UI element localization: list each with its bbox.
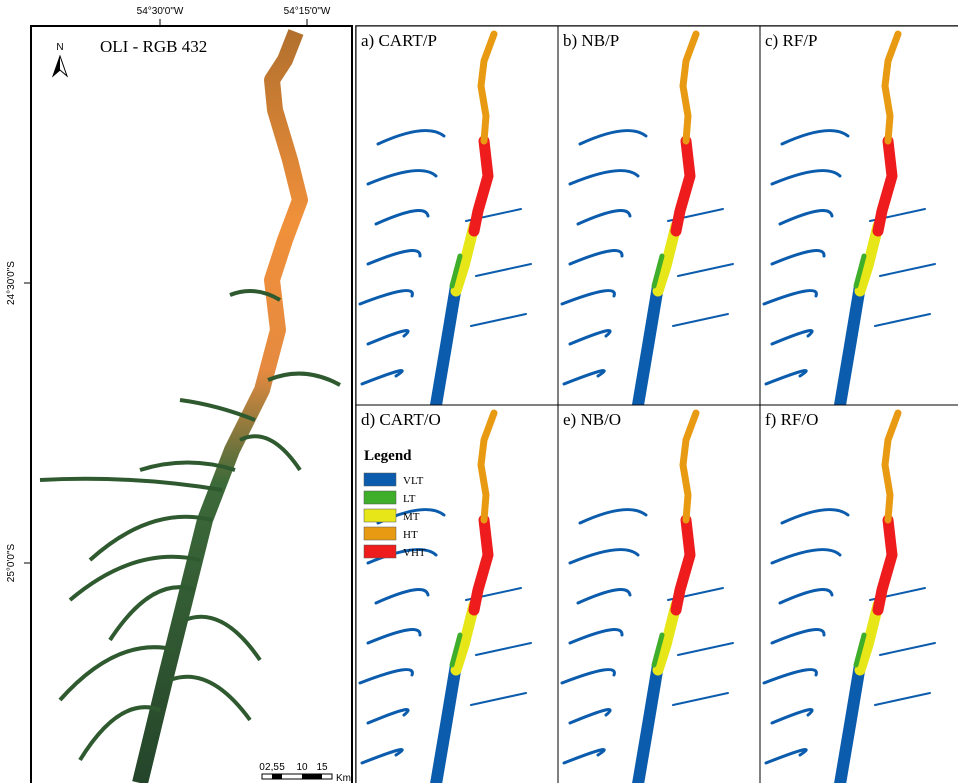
panel-label: c) RF/P — [765, 31, 817, 50]
scale-bar-seg — [272, 774, 282, 779]
figure: OLI - RGB 432 N 54°30'0"W 54°15'0"W 24°30'… — [0, 0, 958, 783]
map-panel: b) NB/P — [558, 26, 760, 405]
main-title: OLI - RGB 432 — [100, 37, 207, 56]
longitude-label: 54°30'0"W — [137, 6, 184, 17]
legend-label: HT — [403, 529, 418, 541]
legend-title: Legend — [364, 448, 412, 464]
legend-swatch — [364, 527, 396, 540]
map-panel: f) RF/O — [760, 405, 958, 783]
panel-label: e) NB/O — [563, 410, 621, 429]
latitude-label: 24°30'0"S — [6, 261, 17, 305]
panel-label: a) CART/P — [361, 31, 437, 50]
main-frame — [31, 26, 352, 783]
legend-swatch — [364, 509, 396, 522]
scale-bar-seg — [302, 774, 322, 779]
scale-tick: 2,5 — [265, 762, 279, 773]
legend-label: VLT — [403, 475, 424, 487]
scale-tick: 5 — [279, 762, 285, 773]
legend-swatch — [364, 473, 396, 486]
panel-frame — [760, 26, 958, 405]
scale-tick: 10 — [296, 762, 308, 773]
map-panel: a) CART/P — [356, 26, 558, 405]
map-panel: c) RF/P — [760, 26, 958, 405]
legend-swatch — [364, 545, 396, 558]
panel-label: b) NB/P — [563, 31, 619, 50]
scale-tick: 15 — [316, 762, 328, 773]
legend-label: MT — [403, 511, 420, 523]
panel-frame — [558, 26, 760, 405]
legend-label: VHT — [403, 547, 426, 559]
panel-frame — [356, 26, 558, 405]
legend-label: LT — [403, 493, 416, 505]
panel-label: f) RF/O — [765, 410, 818, 429]
panel-label: d) CART/O — [361, 410, 441, 429]
legend-swatch — [364, 491, 396, 504]
north-label: N — [56, 42, 63, 53]
panel-frame — [558, 405, 760, 783]
map-panel: e) NB/O — [558, 405, 760, 783]
longitude-label: 54°15'0"W — [284, 6, 331, 17]
panel-frame — [760, 405, 958, 783]
scale-unit: Km — [336, 773, 351, 783]
latitude-label: 25°0'0"S — [6, 543, 17, 582]
